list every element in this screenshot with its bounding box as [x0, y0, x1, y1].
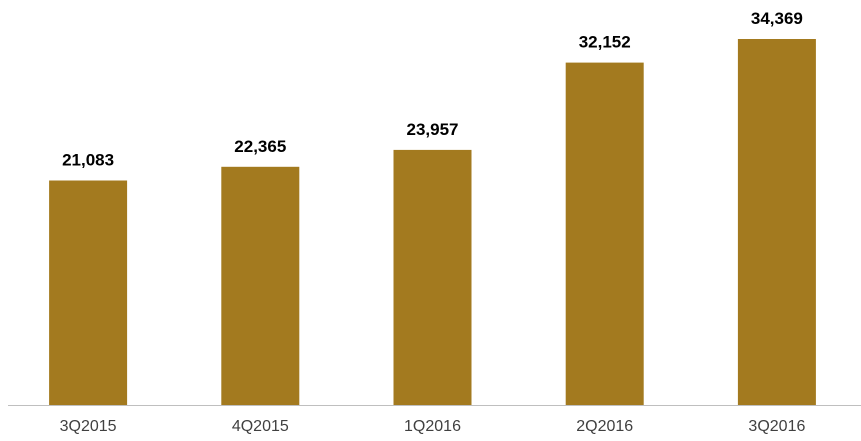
bars-layer: [49, 39, 816, 405]
value-label-2Q2016: 32,152: [579, 33, 631, 52]
value-label-1Q2016: 23,957: [407, 120, 459, 139]
x-tick-label-2Q2016: 2Q2016: [576, 418, 633, 435]
x-tick-label-4Q2015: 4Q2015: [232, 418, 289, 435]
value-label-3Q2016: 34,369: [751, 9, 803, 28]
bar-1Q2016: [393, 149, 472, 405]
x-tick-label-3Q2015: 3Q2015: [60, 418, 117, 435]
x-tick-labels: 3Q2015 4Q2015 1Q2016 2Q2016 3Q2016: [60, 418, 806, 435]
bar-3Q2016: [737, 39, 816, 405]
x-tick-label-3Q2016: 3Q2016: [748, 418, 805, 435]
value-labels-layer: 21,083 22,365 23,957 32,152 34,369: [62, 9, 803, 170]
value-label-3Q2015: 21,083: [62, 151, 114, 170]
bar-2Q2016: [565, 62, 644, 405]
value-label-4Q2015: 22,365: [234, 137, 286, 156]
bar-3Q2015: [49, 180, 128, 405]
bar-4Q2015: [221, 166, 300, 405]
x-tick-label-1Q2016: 1Q2016: [404, 418, 461, 435]
